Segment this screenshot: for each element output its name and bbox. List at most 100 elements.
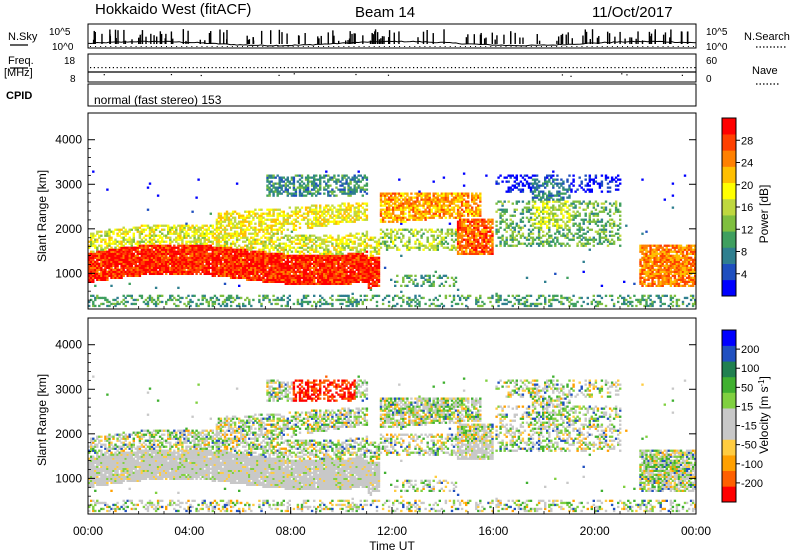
power-cell <box>347 304 350 308</box>
power-cell <box>315 222 318 225</box>
power-cell <box>134 250 137 253</box>
power-cell <box>203 236 206 239</box>
power-cell <box>173 254 176 257</box>
power-cell <box>355 254 358 257</box>
power-cell <box>282 242 285 245</box>
power-cell <box>333 280 336 283</box>
power-cell <box>150 248 154 251</box>
power-cell <box>308 268 312 271</box>
power-cell <box>92 232 95 235</box>
power-cell <box>371 294 375 297</box>
power-cell <box>331 220 334 223</box>
power-cell <box>329 240 332 243</box>
power-cell <box>355 210 358 213</box>
power-cell <box>325 254 328 257</box>
power-cell <box>363 264 366 267</box>
power-cell <box>359 186 362 189</box>
power-cell <box>161 248 164 251</box>
power-cell <box>223 246 227 249</box>
nave-dot <box>454 67 456 69</box>
power-cell <box>250 270 253 273</box>
power-cell <box>183 228 186 231</box>
power-cell <box>339 256 342 259</box>
power-cell <box>331 176 334 179</box>
power-cell <box>300 192 304 195</box>
nsearch-label: N.Search <box>744 31 790 43</box>
power-cell <box>90 264 93 267</box>
power-cell <box>152 252 156 255</box>
power-cell <box>284 234 287 237</box>
nave-dot <box>686 67 688 69</box>
power-cell <box>116 258 119 261</box>
power-cell <box>306 246 310 249</box>
power-cell <box>396 216 399 219</box>
power-cell <box>394 198 397 201</box>
power-cell <box>325 266 328 269</box>
power-cell <box>104 268 107 271</box>
power-cell <box>152 268 156 271</box>
power-cell <box>321 254 324 257</box>
power-cell <box>260 216 263 219</box>
power-cell <box>422 232 425 235</box>
power-cell <box>369 252 373 255</box>
power-cell <box>379 208 383 211</box>
nave-dot <box>549 67 551 69</box>
power-cell <box>335 282 338 285</box>
power-cell <box>181 268 184 271</box>
power-cell <box>104 240 107 243</box>
power-cell <box>333 282 336 285</box>
power-cell <box>211 242 214 245</box>
power-cell <box>367 280 371 283</box>
power-cell <box>233 220 237 223</box>
power-cell <box>406 194 409 197</box>
power-cell <box>138 226 142 229</box>
power-cell <box>304 248 308 251</box>
power-cell <box>268 190 271 193</box>
power-cell <box>150 250 154 253</box>
power-cell <box>179 270 182 273</box>
power-cell <box>225 258 229 261</box>
power-cell <box>130 264 133 267</box>
nave-dot <box>511 67 513 69</box>
power-cell <box>142 224 146 227</box>
power-cell <box>177 236 180 239</box>
power-cell <box>150 260 154 263</box>
power-cell <box>353 280 356 283</box>
power-cell <box>335 262 338 265</box>
nave-dot <box>694 67 696 69</box>
power-cell <box>152 228 156 231</box>
power-cell <box>142 260 146 263</box>
power-cell <box>154 234 158 237</box>
power-cell <box>225 244 229 247</box>
power-cell <box>262 246 265 249</box>
power-cell <box>286 272 289 275</box>
power-cell <box>189 270 192 273</box>
power-cell <box>369 266 373 269</box>
nave-dot <box>447 67 449 69</box>
nave-dot <box>299 67 301 69</box>
power-cell <box>418 246 421 249</box>
power-cell <box>300 256 304 259</box>
power-cell <box>229 276 233 279</box>
power-cell <box>126 238 129 241</box>
power-cell <box>274 232 277 235</box>
power-cell <box>248 298 251 302</box>
power-cell <box>424 214 427 217</box>
power-cell <box>286 274 289 277</box>
power-cell <box>302 190 306 193</box>
power-cell <box>246 252 249 255</box>
power-cell <box>394 214 397 217</box>
power-cell <box>215 218 219 221</box>
power-cell <box>323 240 326 243</box>
power-cell <box>258 208 261 211</box>
power-cell <box>177 286 180 289</box>
nsearch-dot <box>312 46 314 47</box>
power-cell <box>290 210 294 213</box>
power-cell <box>371 250 375 253</box>
power-cell <box>331 256 334 259</box>
power-cell <box>327 178 330 181</box>
power-cell <box>426 192 429 195</box>
power-cell <box>357 302 360 306</box>
power-cell <box>286 276 289 279</box>
power-cell <box>264 274 267 277</box>
